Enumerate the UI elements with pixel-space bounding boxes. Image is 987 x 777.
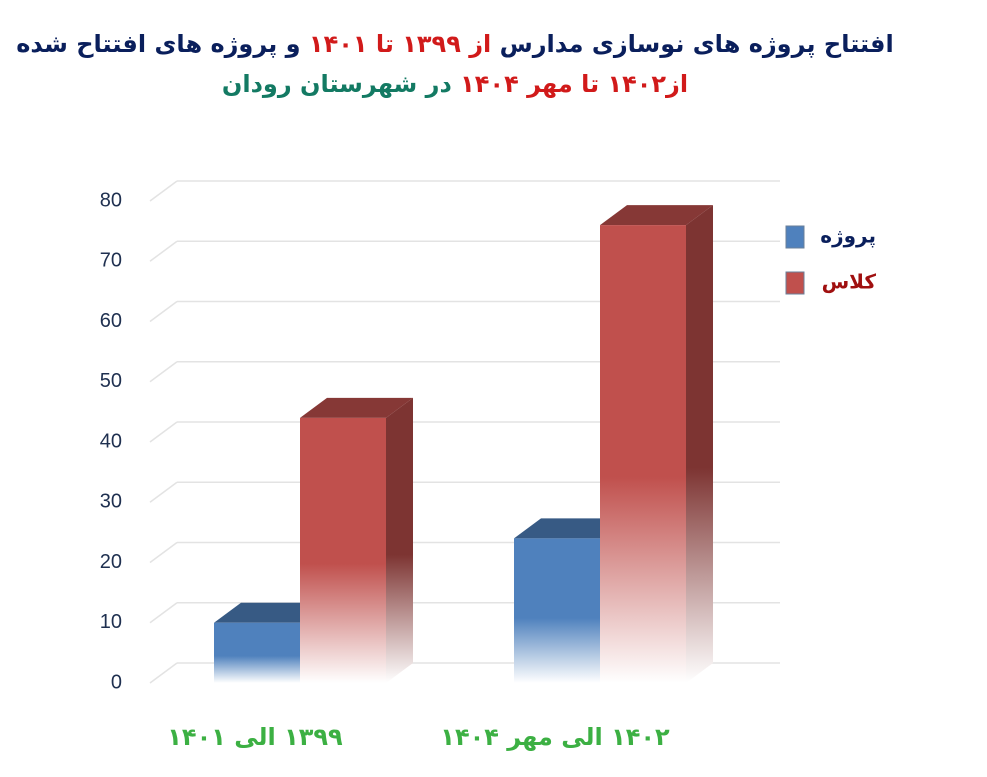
chart-title: از۱۴۰۲ تا مهر ۱۴۰۴ در شهرستان رودان [222, 70, 688, 98]
bar-top [600, 205, 713, 226]
title-segment: در شهرستان رودان [222, 70, 452, 98]
grid-line-depth [149, 300, 178, 323]
bar-top [514, 518, 627, 539]
bar [300, 417, 386, 683]
y-tick-label: 80 [100, 189, 122, 211]
chart-title: افتتاح پروژه های نوسازی مدارس از ۱۳۹۹ تا… [16, 30, 893, 58]
grid-line-depth [149, 602, 178, 624]
title-segment: از۱۴۰۲ تا مهر ۱۴۰۴ [460, 70, 688, 98]
y-tick-label: 0 [111, 671, 122, 693]
bar-top [214, 602, 327, 623]
y-tick-label: 20 [100, 551, 122, 573]
grid-line-depth [149, 361, 178, 383]
bar-side [686, 205, 713, 683]
title-segment: افتتاح پروژه های نوسازی مدارس [500, 30, 894, 58]
y-tick-label: 30 [100, 491, 122, 513]
legend-label: پروژه [820, 224, 876, 249]
y-tick-label: 70 [100, 250, 122, 272]
y-tick-label: 60 [100, 310, 122, 332]
y-tick-label: 50 [100, 370, 122, 392]
bar-side [386, 397, 413, 683]
title-segment: از ۱۳۹۹ تا ۱۴۰۱ [309, 30, 491, 58]
grid-line-depth [149, 481, 178, 503]
grid-line-depth [149, 541, 178, 564]
grid-line-depth [149, 421, 178, 443]
grid-line-depth [149, 662, 178, 684]
bar [214, 622, 300, 683]
legend-swatch [785, 271, 805, 295]
x-tick-label: ۱۳۹۹ الی ۱۴۰۱ [167, 723, 343, 751]
grid-line-depth [149, 240, 178, 262]
y-tick-label: 40 [100, 430, 122, 452]
title-segment: و پروژه های افتتاح شده [16, 30, 300, 58]
x-tick-label: ۱۴۰۲ الی مهر ۱۴۰۴ [440, 723, 670, 751]
bar [514, 538, 600, 683]
y-tick-label: 10 [100, 611, 122, 633]
bar-top [300, 397, 413, 418]
legend-swatch [785, 225, 805, 249]
grid-line-depth [149, 180, 178, 202]
legend-label: کلاس [822, 270, 877, 294]
bar [600, 225, 686, 683]
